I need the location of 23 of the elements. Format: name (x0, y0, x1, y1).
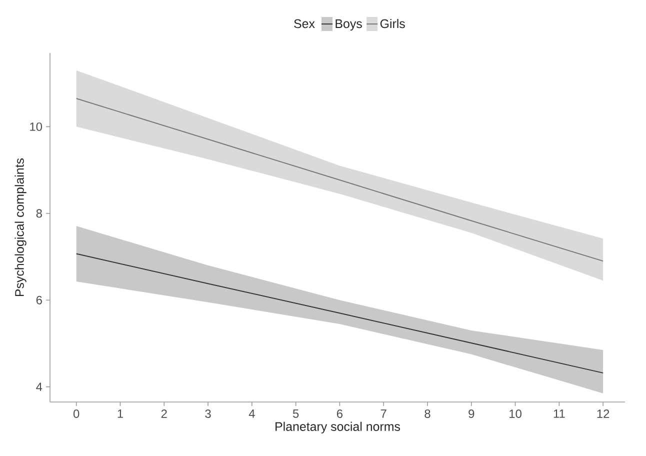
x-tick-label: 3 (205, 410, 211, 418)
x-tick-label: 1 (118, 410, 123, 418)
x-tick-label: 5 (292, 410, 299, 418)
x-tick-label: 6 (336, 410, 343, 418)
x-tick-label: 10 (510, 410, 522, 418)
y-tick-label: 6 (36, 296, 42, 304)
x-tick-label: 8 (424, 410, 430, 418)
x-axis-title: Planetary social norms (276, 422, 400, 434)
x-tick-label: 11 (554, 410, 565, 418)
line-series (76, 98, 604, 262)
y-axis-title: Psychological complaints (14, 158, 26, 296)
x-tick-label: 2 (161, 410, 167, 418)
legend-title: Sex (294, 19, 315, 28)
x-tick-label: 0 (73, 410, 80, 418)
legend-label: Boys (336, 19, 362, 31)
y-tick-label: 10 (30, 122, 42, 131)
legend-label: Girls (380, 18, 405, 28)
y-tick-label: 4 (36, 382, 42, 391)
x-tick-label: 7 (380, 410, 386, 418)
y-tick-label: 8 (36, 209, 42, 218)
x-tick-label: 9 (468, 410, 474, 418)
x-tick-label: 12 (597, 410, 610, 418)
x-tick-label: 4 (248, 410, 255, 418)
